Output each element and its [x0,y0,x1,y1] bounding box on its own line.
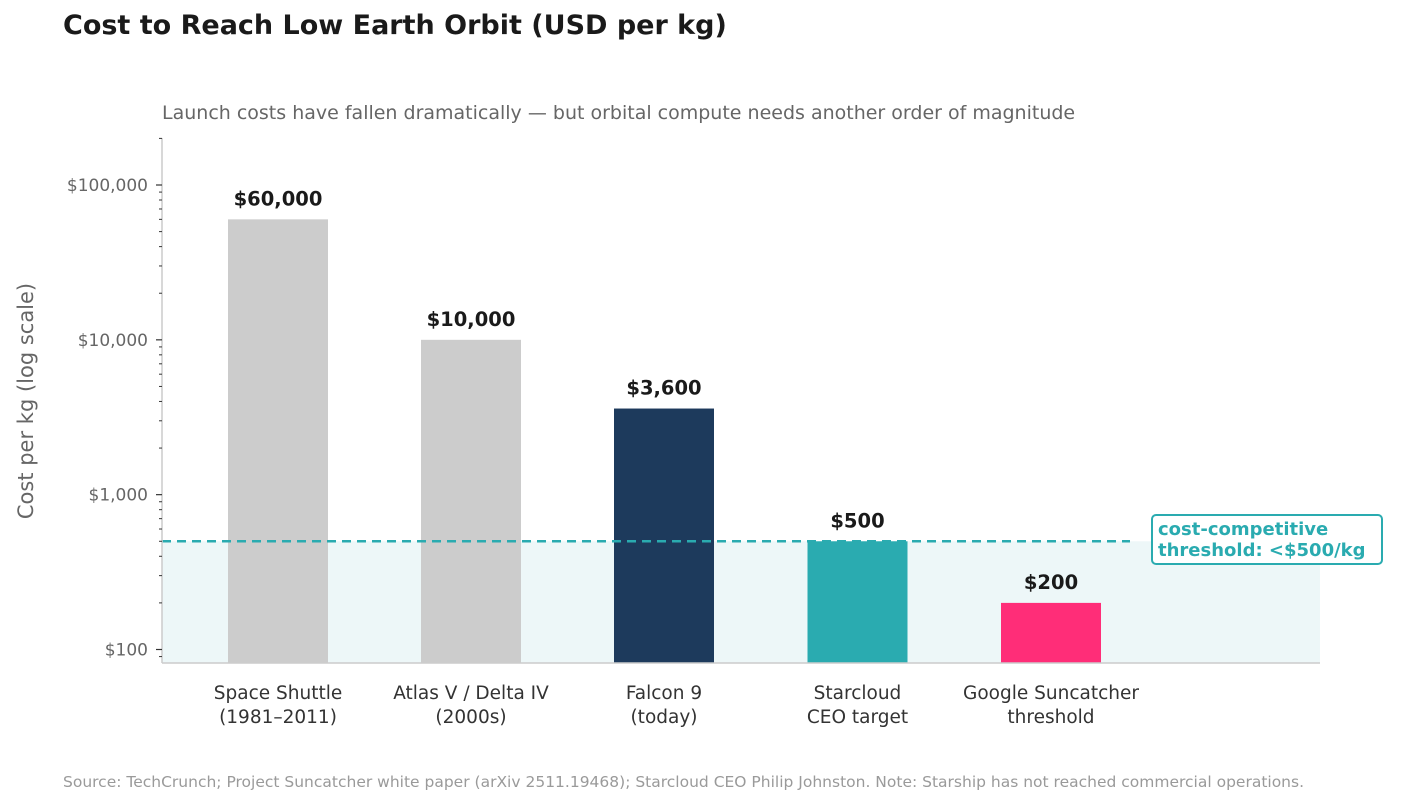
y-tick-label: $10,000 [78,331,148,351]
data-label: $3,600 [626,377,701,400]
x-tick-label: Falcon 9 [626,683,702,704]
threshold-annotation-line2: threshold: <$500/kg [1158,540,1366,561]
x-tick-label: (2000s) [435,707,506,728]
x-tick-label: Starcloud [814,683,902,704]
x-tick-label: Google Suncatcher [963,683,1139,704]
data-label: $10,000 [427,308,516,331]
threshold-annotation: cost-competitive threshold: <$500/kg [1151,514,1383,565]
bar [807,541,908,663]
threshold-shaded-region [162,541,1320,663]
x-tick-label: (today) [630,707,697,728]
chart-subtitle: Launch costs have fallen dramatically — … [162,102,1076,124]
chart-title: Cost to Reach Low Earth Orbit (USD per k… [63,10,727,41]
bar [228,219,328,663]
y-tick-label: $100,000 [67,176,148,196]
y-tick-label: $100 [105,641,148,661]
data-label: $500 [830,509,884,532]
bar [614,408,714,663]
x-tick-label: CEO target [807,707,908,728]
data-label: $60,000 [234,187,323,210]
x-tick-label: Atlas V / Delta IV [393,683,549,704]
x-tick-label: threshold [1007,707,1094,728]
threshold-annotation-line1: cost-competitive [1158,519,1329,540]
data-label: $200 [1024,571,1078,594]
bar [421,339,521,663]
source-note: Source: TechCrunch; Project Suncatcher w… [63,773,1305,791]
bar [1001,602,1101,663]
x-tick-label: (1981–2011) [219,707,337,728]
x-tick-label: Space Shuttle [214,683,342,704]
y-tick-label: $1,000 [89,486,148,506]
y-axis-label: Cost per kg (log scale) [14,283,38,519]
